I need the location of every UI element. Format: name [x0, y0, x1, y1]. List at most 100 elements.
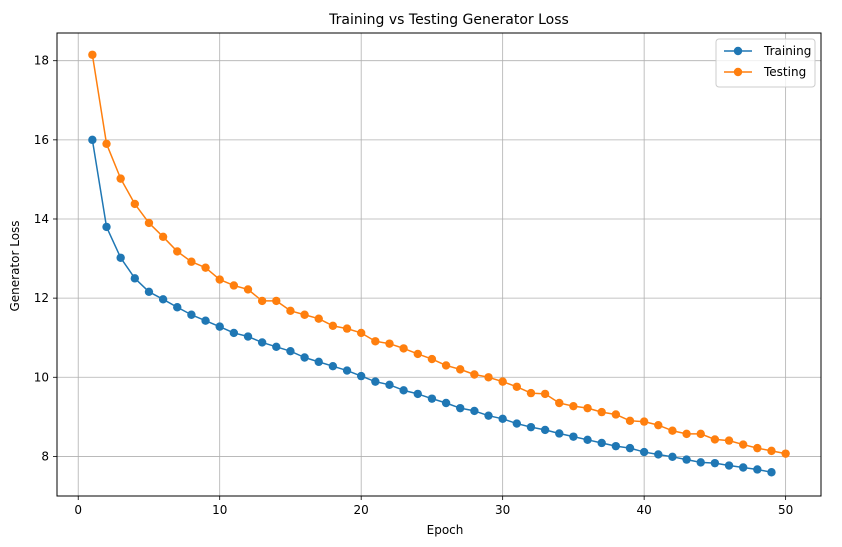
x-tick-label: 10 — [212, 503, 227, 517]
testing-point — [201, 263, 210, 272]
training-point — [625, 443, 635, 453]
testing-point — [286, 306, 295, 315]
training-point — [187, 310, 196, 319]
training-point — [286, 346, 295, 356]
grid-lines — [57, 33, 821, 496]
testing-point — [243, 285, 253, 294]
testing-point — [144, 218, 154, 228]
training-point — [569, 432, 578, 441]
y-tick-label: 16 — [34, 133, 49, 147]
x-tick-label: 50 — [778, 503, 793, 517]
testing-point — [597, 407, 606, 417]
training-point — [130, 274, 140, 283]
x-tick-label: 0 — [74, 503, 82, 517]
training-point — [328, 362, 338, 371]
testing-point — [413, 349, 422, 359]
testing-point — [498, 377, 507, 386]
training-point — [300, 353, 309, 362]
plot-frame — [56, 32, 822, 497]
training-point — [88, 135, 97, 145]
training-point — [257, 338, 267, 347]
testing-line — [91, 54, 786, 455]
training-point — [498, 414, 507, 424]
testing-point — [272, 296, 281, 306]
training-point — [583, 435, 592, 445]
testing-point — [116, 174, 125, 183]
training-point — [243, 332, 253, 341]
testing-point — [456, 365, 465, 374]
testing-point — [583, 403, 592, 413]
training-point — [654, 450, 663, 459]
legend: Training Testing — [715, 38, 816, 88]
training-point — [229, 328, 239, 338]
training-point — [738, 463, 748, 472]
x-tick-label: 30 — [495, 503, 510, 517]
series-layer — [88, 50, 790, 477]
series-training — [88, 135, 776, 477]
y-tick-label: 8 — [41, 449, 49, 463]
testing-point — [158, 232, 168, 241]
training-point — [356, 371, 366, 381]
training-point — [173, 303, 182, 312]
training-point — [753, 465, 762, 474]
training-point — [470, 406, 479, 416]
training-point — [201, 316, 210, 325]
training-point — [102, 222, 111, 232]
testing-point — [710, 435, 720, 444]
testing-point — [696, 429, 705, 439]
training-point — [767, 468, 776, 477]
x-tick-label: 20 — [354, 503, 369, 517]
testing-point — [682, 429, 691, 439]
training-point — [215, 322, 224, 331]
testing-point — [512, 382, 522, 391]
training-point — [484, 411, 493, 420]
testing-point — [753, 443, 762, 453]
training-point — [385, 380, 394, 390]
training-point — [441, 398, 451, 408]
y-tick-label: 14 — [34, 212, 49, 226]
testing-point — [187, 257, 196, 266]
training-line — [91, 139, 772, 473]
training-point — [456, 403, 465, 413]
x-tick-label: 40 — [637, 503, 652, 517]
testing-point — [767, 446, 776, 456]
testing-point — [427, 354, 437, 364]
legend-testing-label: Testing — [763, 65, 806, 79]
testing-point — [173, 247, 182, 256]
testing-point — [215, 275, 224, 284]
y-tick-label: 18 — [34, 54, 49, 68]
testing-point — [470, 370, 479, 379]
training-point — [144, 287, 154, 297]
testing-point — [300, 310, 309, 319]
y-tick-label: 10 — [34, 370, 49, 384]
y-tick-label: 12 — [34, 291, 49, 305]
training-point — [158, 295, 168, 304]
testing-point — [356, 328, 366, 338]
training-point — [371, 377, 380, 386]
series-testing — [88, 50, 790, 458]
y-axis-label: Generator Loss — [8, 220, 22, 311]
training-point — [682, 455, 691, 464]
training-point — [611, 441, 621, 451]
testing-point — [555, 398, 564, 408]
training-point — [116, 253, 125, 262]
testing-point — [385, 339, 394, 348]
training-point — [427, 394, 437, 403]
testing-point — [781, 449, 790, 458]
testing-point — [569, 401, 578, 411]
testing-point — [724, 436, 734, 445]
testing-point — [130, 199, 140, 209]
training-point — [314, 357, 323, 367]
training-point — [724, 461, 734, 470]
training-point — [342, 366, 352, 375]
x-axis-label: Epoch — [427, 523, 464, 537]
testing-point — [342, 324, 352, 333]
x-axis: 0 10 20 30 40 50 — [74, 496, 793, 517]
y-axis: 8 10 12 14 16 18 — [34, 54, 57, 463]
testing-point — [229, 281, 239, 290]
training-point — [512, 419, 522, 428]
training-point — [696, 458, 705, 467]
legend-training-marker — [733, 46, 743, 56]
testing-point — [540, 389, 550, 399]
testing-point — [314, 314, 323, 323]
